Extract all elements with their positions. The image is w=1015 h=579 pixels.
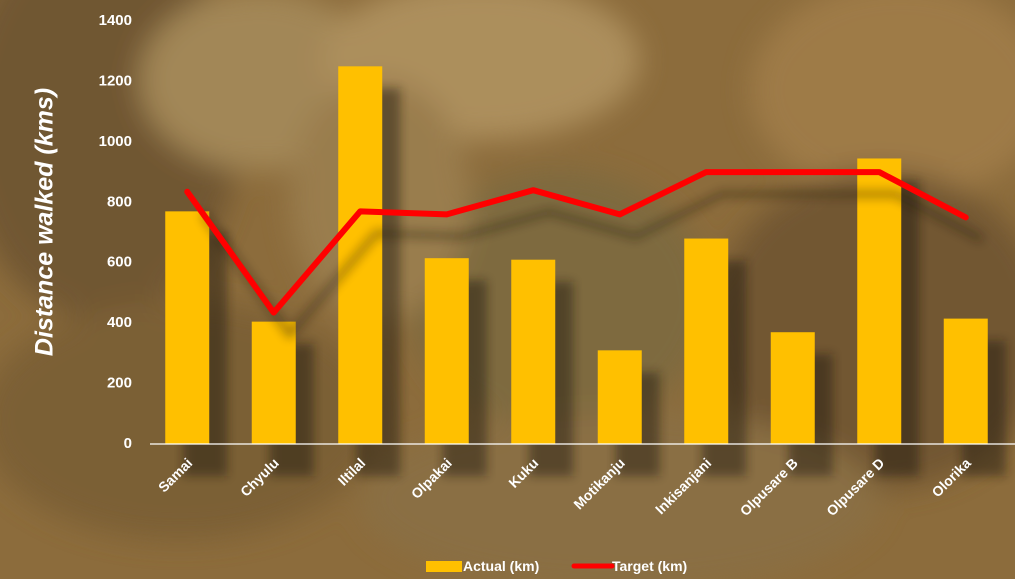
y-tick-label: 1000: [99, 133, 132, 150]
y-tick-label: 800: [107, 193, 132, 210]
bar-actual-olpusare-b: [770, 332, 815, 444]
y-tick-label: 1200: [99, 72, 132, 89]
y-tick-label: 200: [107, 375, 132, 392]
bar-actual-inkisanjani: [684, 238, 729, 444]
bar-actual-motikanju: [597, 350, 642, 444]
x-category-label: Olpakai: [408, 455, 455, 502]
legend-label-actual: Actual (km): [463, 558, 539, 574]
x-category-label: Motikanju: [570, 455, 628, 513]
bar-actual-olpakai: [424, 258, 469, 444]
x-category-label: Olpusare B: [737, 455, 801, 519]
target-line-shadow: [200, 190, 984, 339]
target-line: [184, 169, 969, 316]
x-category-label: Olorika: [928, 455, 974, 501]
bar-actual-samai: [165, 211, 210, 444]
y-tick-label: 0: [124, 435, 132, 452]
x-category-label: Inkisanjani: [652, 455, 714, 517]
x-category-label: Chyulu: [237, 455, 282, 500]
legend-label-target: Target (km): [612, 558, 687, 574]
y-tick-label: 400: [107, 314, 132, 331]
legend-swatch-actual: [426, 561, 462, 572]
bar-actual-olorika: [943, 318, 988, 444]
bar-actual-kuku: [511, 259, 556, 444]
y-tick-label: 1400: [99, 12, 132, 29]
y-axis-title: Distance walked (kms): [31, 88, 59, 356]
x-category-label: Olpusare D: [823, 455, 887, 519]
legend: Actual (km) Target (km): [426, 558, 687, 574]
bar-actual-olpusare-d: [857, 158, 902, 444]
bar-actual-chyulu: [251, 321, 296, 444]
y-tick-label: 600: [107, 254, 132, 271]
